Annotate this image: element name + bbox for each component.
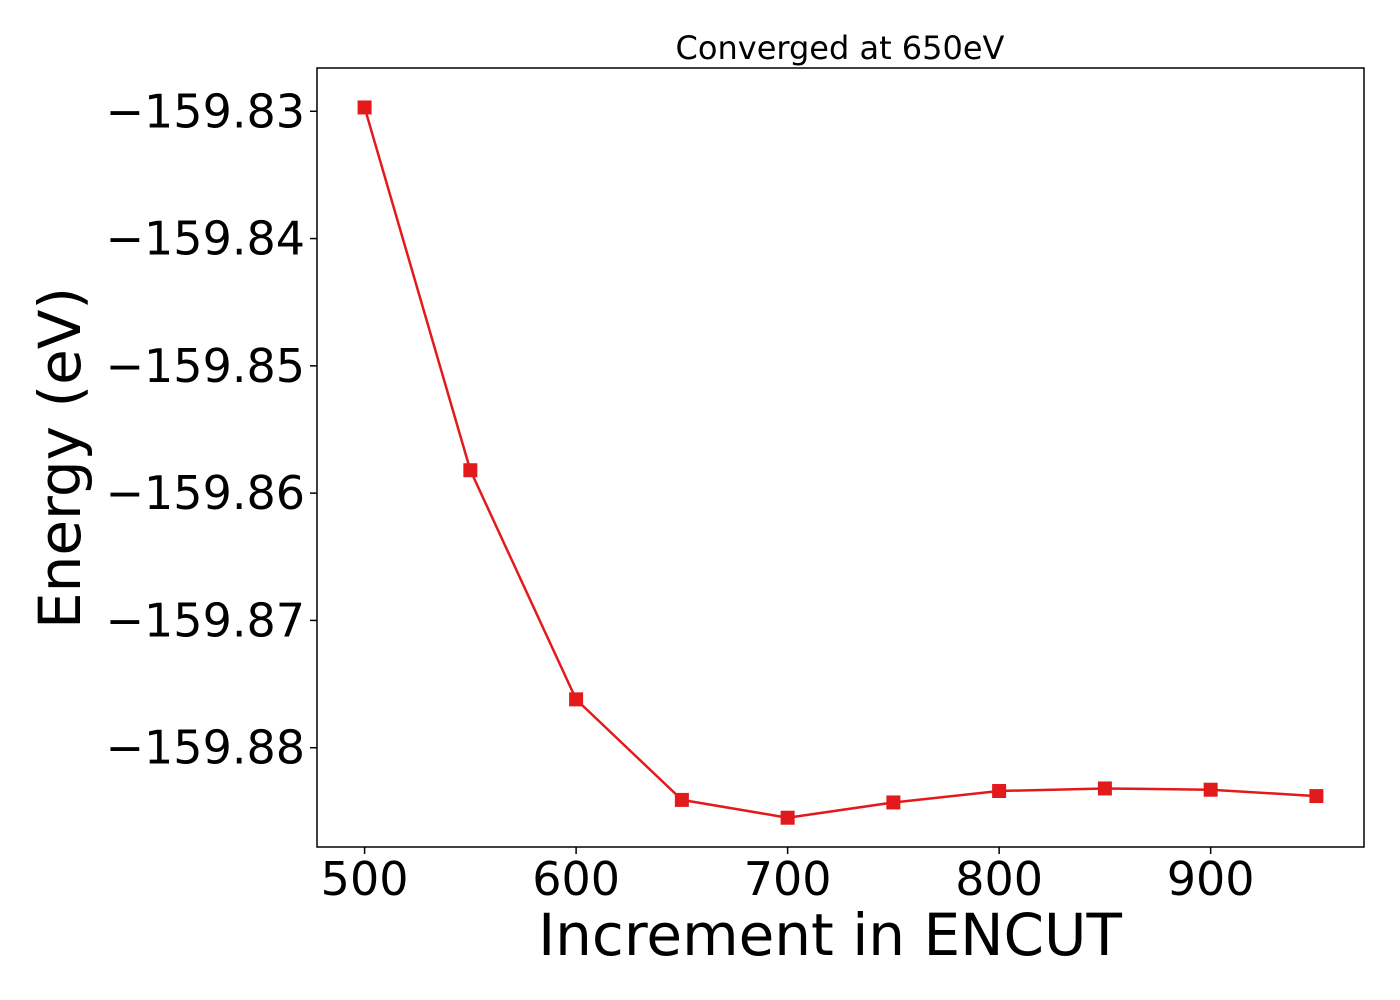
y-tick-label: −159.86 bbox=[106, 466, 306, 520]
data-point-marker bbox=[569, 692, 584, 707]
y-tick-label: −159.84 bbox=[106, 212, 306, 266]
y-tick-label: −159.85 bbox=[106, 339, 306, 393]
series-line bbox=[363, 107, 1317, 819]
x-tick-label: 900 bbox=[1167, 852, 1255, 906]
y-tick-label: −159.88 bbox=[106, 721, 306, 775]
data-point-marker bbox=[780, 810, 795, 825]
data-point-marker bbox=[992, 783, 1007, 798]
y-tick-label: −159.83 bbox=[106, 84, 306, 138]
series-layer bbox=[357, 100, 1324, 825]
y-axis-label: Energy (eV) bbox=[26, 287, 94, 629]
x-tick-label: 700 bbox=[744, 852, 832, 906]
data-point-marker bbox=[886, 795, 901, 810]
plot-frame bbox=[316, 67, 1365, 848]
chart-title: Converged at 650eV bbox=[676, 29, 1005, 67]
x-tick-label: 800 bbox=[955, 852, 1043, 906]
data-point-marker bbox=[463, 463, 478, 478]
y-axis-ticks: −159.83 −159.84 −159.85 −159.86 −159.87 −159.… bbox=[106, 84, 317, 775]
x-axis-ticks: 500 600 700 800 900 bbox=[321, 847, 1255, 906]
data-point-marker bbox=[357, 100, 372, 115]
data-point-marker bbox=[674, 792, 689, 807]
data-point-marker bbox=[1097, 781, 1112, 796]
y-tick-label: −159.87 bbox=[106, 593, 306, 647]
x-tick-label: 500 bbox=[321, 852, 409, 906]
x-axis-label: Increment in ENCUT bbox=[538, 901, 1122, 969]
data-point-marker bbox=[1309, 789, 1324, 804]
data-point-marker bbox=[1203, 782, 1218, 797]
x-tick-label: 600 bbox=[532, 852, 620, 906]
